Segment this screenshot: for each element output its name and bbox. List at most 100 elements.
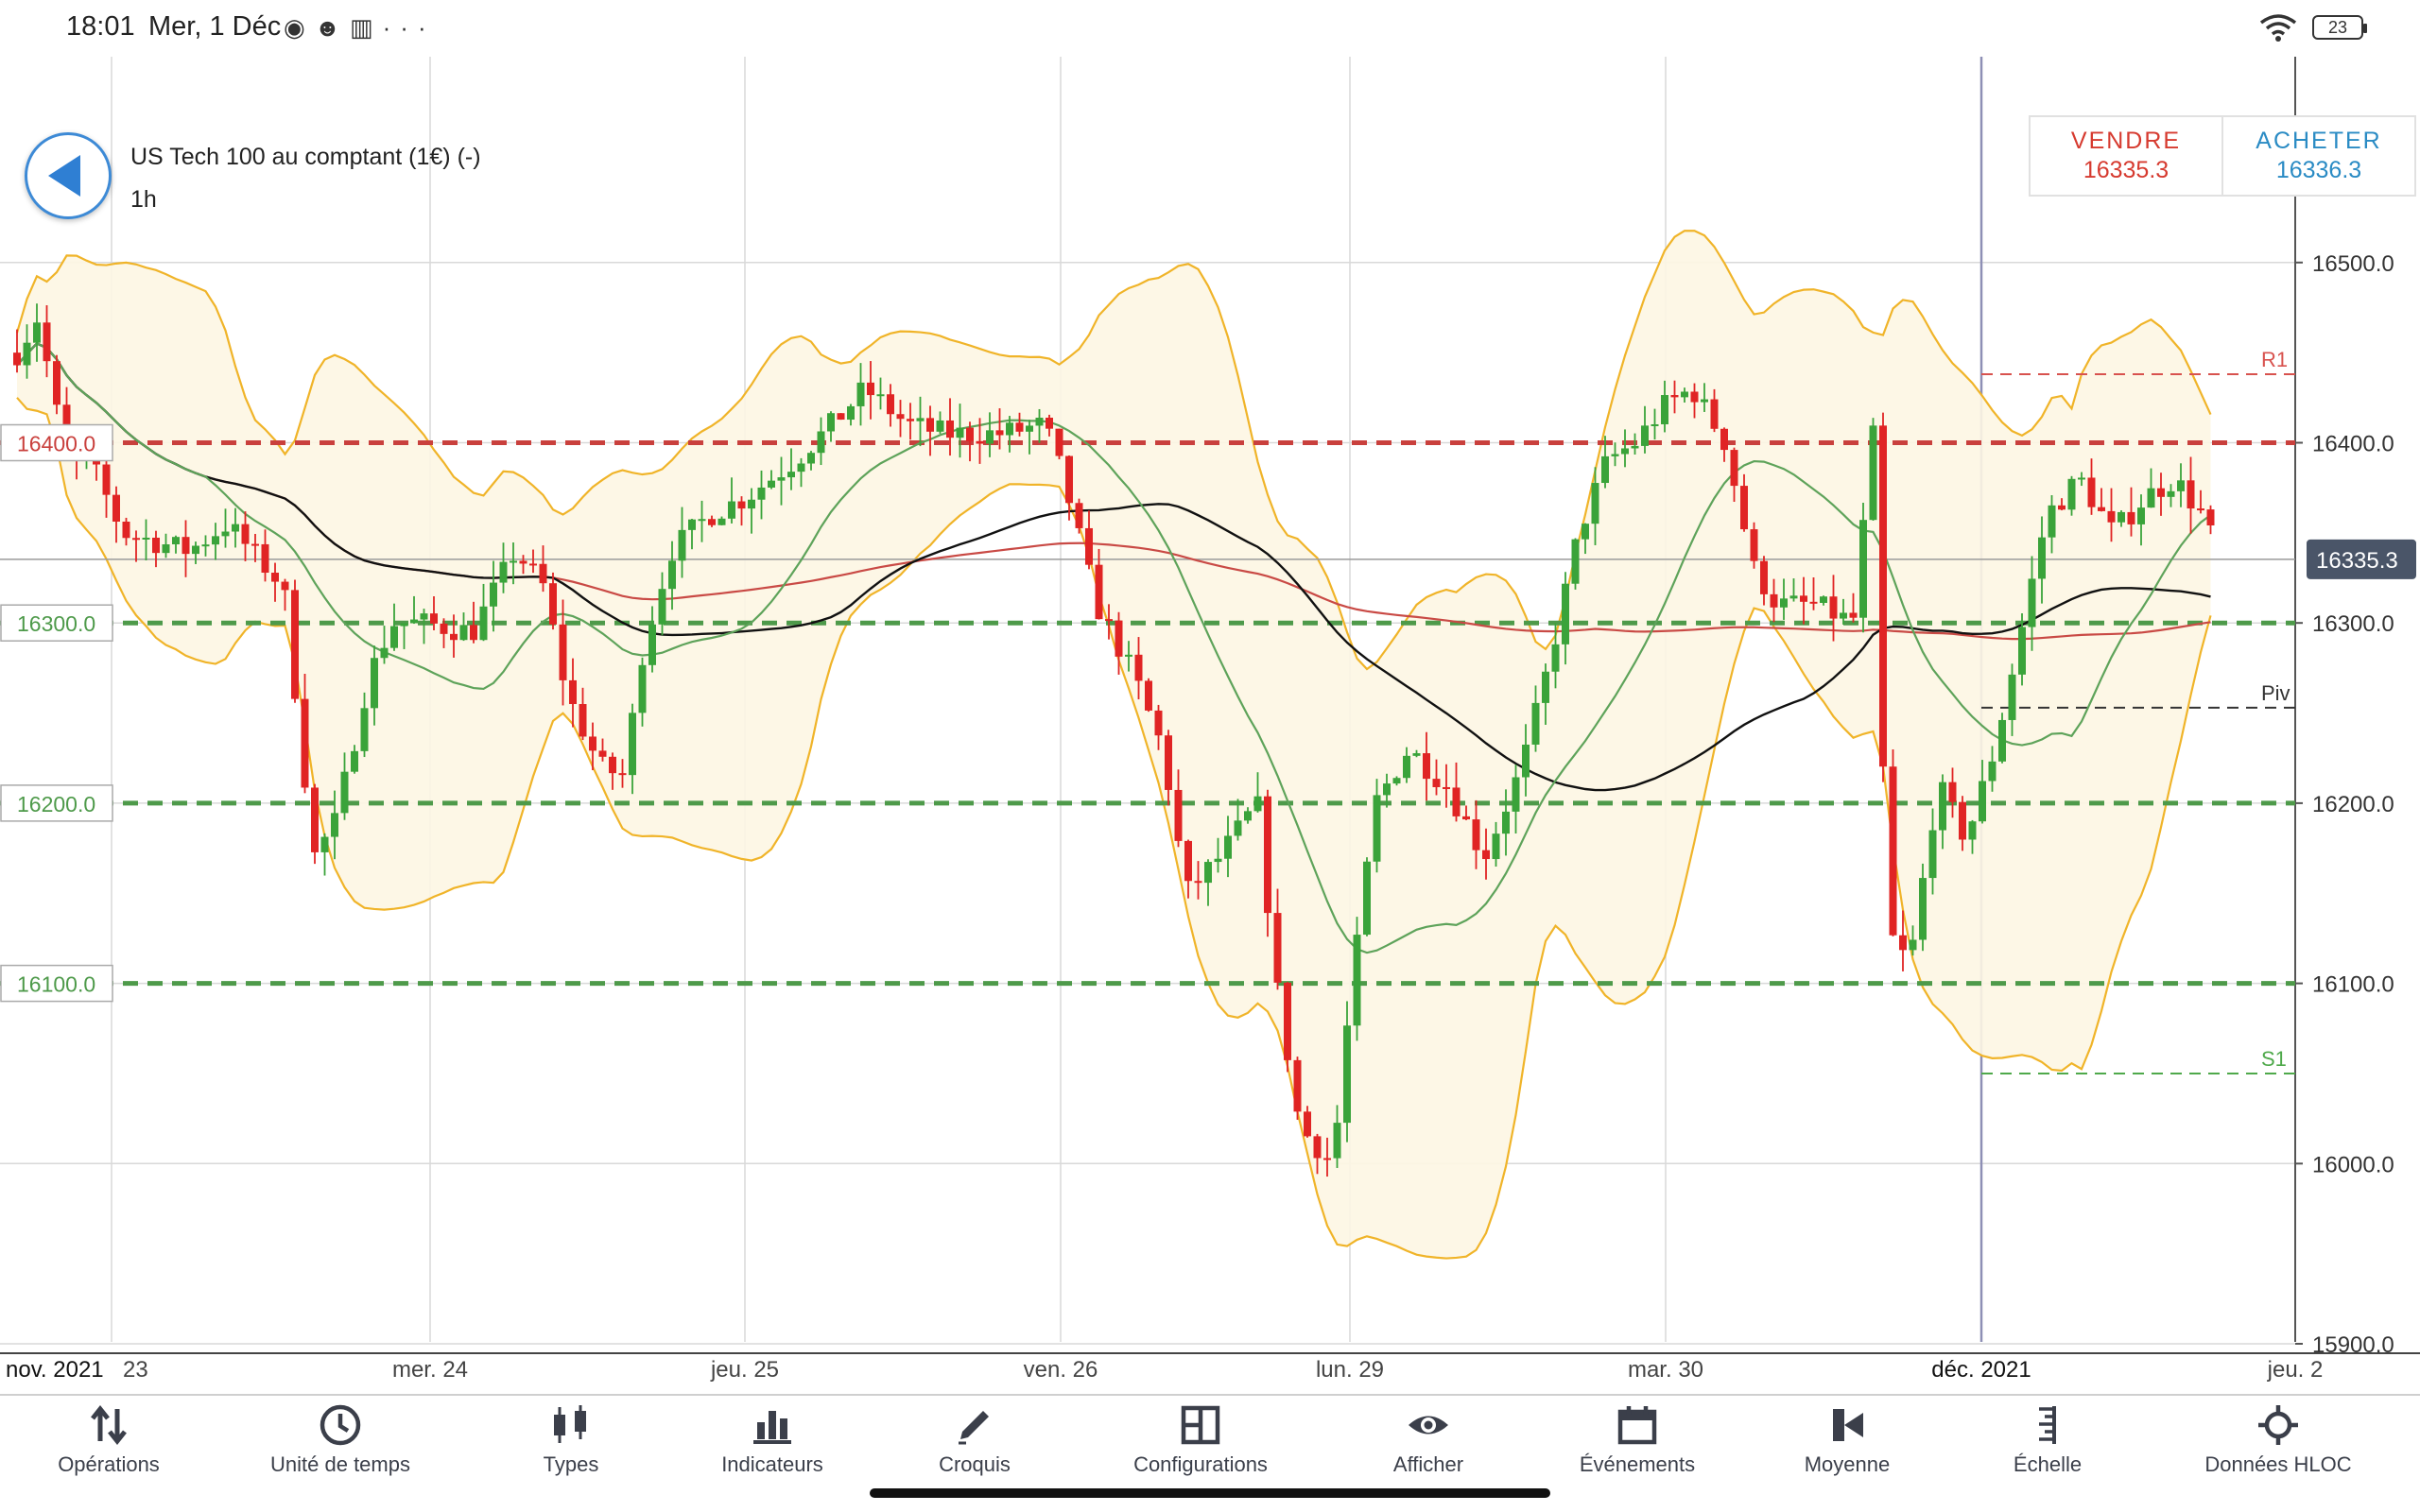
bollinger-fill (17, 231, 2211, 1259)
price-chart[interactable]: R1 Piv S1 16500.0 16400.0 16300.0 16200.0 16100… (0, 57, 2420, 1394)
candle-body (2197, 508, 2204, 511)
candle-body (1710, 399, 1719, 429)
candle-body (1194, 881, 1202, 884)
candle-body (162, 544, 170, 554)
candle-body (1145, 680, 1152, 711)
candle-body (1284, 982, 1291, 1060)
candle-body (1998, 719, 2006, 762)
candle-body (1840, 612, 1847, 619)
candle-body (1968, 821, 1977, 840)
candle-body (1889, 766, 1897, 936)
level-label-box (0, 784, 113, 822)
y-tick-label: 16300.0 (2312, 611, 2394, 637)
candle-body (1979, 781, 1986, 822)
candle-body (2067, 478, 2076, 510)
toolbar-hloc[interactable]: Données HLOC (2174, 1403, 2382, 1498)
toolbar-indicators[interactable]: Indicateurs (668, 1403, 876, 1498)
y-tick-label: 16200.0 (2312, 792, 2394, 817)
candle-body (410, 619, 418, 624)
candle-body (2038, 537, 2046, 579)
sma-slow-line (16, 342, 2211, 792)
candle-body (579, 704, 587, 737)
candle-body (1551, 644, 1560, 672)
candle-body (301, 698, 309, 788)
candle-body (340, 771, 349, 814)
candle-body (390, 626, 398, 648)
candle-body (559, 624, 567, 680)
scale-icon (2039, 1406, 2056, 1444)
candle-body (1591, 483, 1599, 524)
toolbar-sketch[interactable]: Croquis (871, 1403, 1079, 1498)
candle-body (609, 756, 616, 774)
chart-area[interactable]: R1 Piv S1 16500.0 16400.0 16300.0 16200.0 16100… (0, 57, 2420, 1394)
current-price-tag (2307, 539, 2416, 579)
candle-body (569, 679, 577, 705)
trade-box: VENDRE 16335.3 ACHETER 16336.3 (2029, 115, 2416, 197)
toolbar-scale[interactable]: Échelle (1944, 1403, 2152, 1498)
more-icon: ··· (382, 13, 436, 42)
toolbar-timeframe[interactable]: Unité de temps (236, 1403, 444, 1498)
candle-body (907, 419, 914, 421)
timeframe-label: 1h (130, 186, 157, 213)
candle-body (1075, 503, 1083, 528)
buy-label: ACHETER (2256, 128, 2382, 154)
candle-body (708, 519, 716, 525)
candle-body (827, 413, 835, 432)
home-indicator[interactable] (870, 1488, 1550, 1498)
candle-body (1264, 796, 1271, 914)
toolbar-label: Événements (1579, 1452, 1696, 1476)
candle-body (1681, 391, 1688, 398)
candle-body (400, 623, 408, 627)
candle-body (122, 522, 130, 539)
sell-button[interactable]: VENDRE 16335.3 (2031, 117, 2221, 195)
candle-body (1462, 816, 1470, 820)
candle-body (1224, 835, 1232, 859)
candle-body (757, 487, 766, 500)
candle-body (1115, 620, 1123, 657)
back-button[interactable] (25, 132, 112, 219)
candle-body (867, 382, 874, 396)
candle-body (182, 537, 190, 555)
candle-body (797, 463, 805, 472)
buy-button[interactable]: ACHETER 16336.3 (2221, 117, 2414, 195)
candle-body (2167, 490, 2175, 497)
toolbar-display[interactable]: Afficher (1324, 1403, 1532, 1498)
back-arrow-icon (48, 155, 80, 197)
candle-body (1789, 595, 1798, 599)
candle-body (926, 418, 934, 432)
current-price-label: 16335.3 (2316, 548, 2398, 574)
toolbar-events[interactable]: Événements (1533, 1403, 1741, 1498)
candle-body (1392, 778, 1401, 784)
toolbar-types[interactable]: Types (467, 1403, 675, 1498)
x-tick-label: lun. 29 (1316, 1357, 1384, 1383)
candle-body (519, 560, 527, 564)
candle-body (2137, 507, 2145, 524)
candle-body (1253, 796, 1262, 812)
candle-body (787, 472, 795, 478)
candle-body (1234, 820, 1242, 836)
candle-body (777, 477, 786, 481)
status-icons: ◉☻▥··· (284, 13, 436, 43)
candle-body (2157, 488, 2165, 497)
candle-body (510, 560, 517, 563)
candle-body (1204, 862, 1212, 884)
candle-body (271, 573, 279, 582)
pivot-label: R1 (2261, 348, 2288, 371)
toolbar-operations[interactable]: Opérations (5, 1403, 213, 1498)
candle-body (2098, 507, 2105, 511)
crosshair-icon (2258, 1405, 2298, 1445)
candle-body (1740, 486, 1748, 530)
candle-body (1899, 935, 1907, 951)
toolbar-label: Croquis (939, 1452, 1011, 1476)
level-label-box (0, 423, 113, 462)
toolbar-configurations[interactable]: Configurations (1097, 1403, 1305, 1498)
x-tick-label: jeu. 2 (2267, 1357, 2324, 1383)
candle-body (2028, 578, 2036, 627)
candle-body (13, 352, 21, 366)
toolbar-average[interactable]: Moyenne (1743, 1403, 1951, 1498)
reader-icon: ▥ (350, 13, 383, 42)
candle-body (717, 518, 726, 525)
candle-body (2177, 480, 2185, 491)
candle-body (1184, 840, 1192, 882)
candle-body (371, 658, 378, 709)
